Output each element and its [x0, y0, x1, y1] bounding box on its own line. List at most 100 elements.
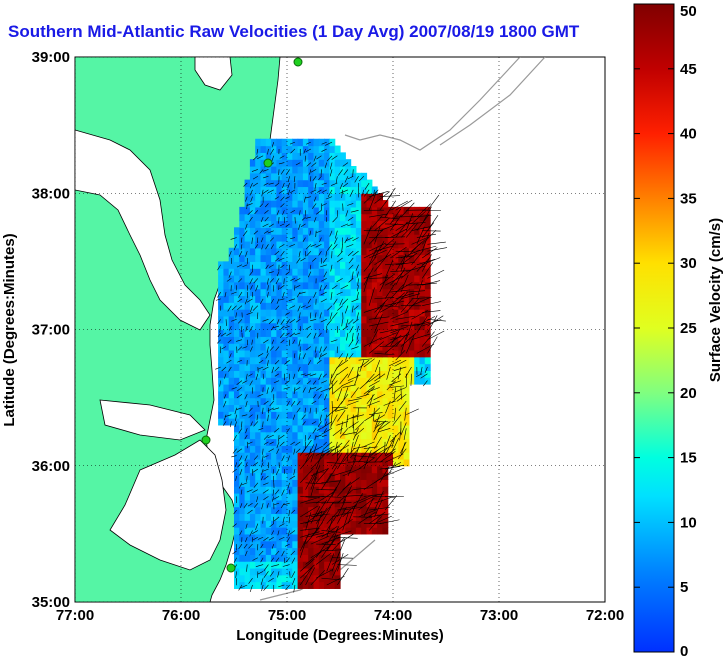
field-cell: [255, 513, 262, 521]
velocity-arrow: [330, 291, 333, 301]
field-cell: [424, 363, 431, 371]
field-cell: [276, 370, 283, 378]
field-cell: [340, 513, 346, 521]
velocity-arrow: [259, 169, 264, 174]
velocity-arrow: [323, 285, 328, 290]
field-cell: [424, 295, 431, 303]
field-cell: [313, 445, 320, 453]
velocity-arrow: [305, 445, 323, 456]
field-cell: [265, 384, 272, 392]
field-cell: [271, 200, 277, 208]
field-cell: [234, 506, 240, 515]
field-cell: [292, 206, 299, 215]
field-cell: [287, 499, 293, 508]
field-cell: [297, 206, 304, 215]
velocity-arrow: [355, 264, 359, 271]
field-cell: [334, 329, 341, 337]
field-cell: [318, 206, 325, 215]
field-cell: [234, 322, 240, 331]
velocity-arrow: [249, 182, 253, 189]
field-cell: [281, 418, 288, 426]
field-cell: [361, 472, 368, 480]
field-cell: [292, 547, 299, 555]
velocity-arrow: [235, 571, 237, 579]
colorbar-tick-label: 10: [680, 514, 697, 531]
velocity-arrow: [297, 305, 301, 312]
velocity-arrow: [302, 353, 306, 359]
field-cell: [355, 356, 362, 365]
field-cell: [249, 247, 256, 256]
chesapeake-bay: [75, 129, 211, 331]
field-cell: [334, 206, 341, 215]
field-cell: [276, 445, 283, 453]
velocity-arrow: [395, 331, 409, 347]
field-cell: [302, 193, 309, 201]
velocity-arrow: [395, 350, 406, 361]
field-cell: [387, 254, 394, 262]
velocity-arrow: [347, 203, 354, 206]
velocity-arrow: [416, 343, 435, 354]
velocity-arrow: [421, 232, 430, 252]
velocity-arrow: [309, 448, 312, 455]
field-cell: [271, 213, 277, 222]
velocity-arrow: [416, 316, 436, 327]
velocity-arrow: [353, 495, 372, 504]
velocity-arrow: [411, 297, 430, 306]
field-cell: [297, 540, 304, 549]
velocity-arrow: [288, 189, 290, 195]
velocity-arrow: [332, 428, 343, 436]
velocity-arrow: [353, 305, 359, 310]
field-cell: [377, 322, 383, 331]
velocity-arrow: [321, 421, 333, 429]
field-cell: [287, 445, 293, 453]
velocity-arrow: [267, 148, 269, 155]
velocity-arrow: [331, 479, 342, 497]
field-cell: [355, 240, 362, 249]
field-cell: [350, 472, 357, 480]
velocity-arrow: [252, 489, 258, 493]
field-cell: [345, 349, 352, 358]
velocity-arrow: [254, 244, 259, 249]
velocity-arrow: [411, 238, 426, 252]
field-cell: [329, 520, 336, 528]
field-cell: [244, 179, 251, 188]
field-cell: [239, 513, 246, 521]
field-cell: [297, 363, 304, 371]
field-cell: [308, 145, 315, 153]
field-cell: [334, 186, 341, 194]
field-cell: [334, 220, 341, 228]
field-cell: [398, 356, 405, 365]
field-cell: [281, 152, 288, 160]
field-cell: [313, 159, 320, 167]
velocity-arrow: [313, 196, 317, 202]
field-cell: [255, 445, 262, 453]
velocity-arrow: [305, 196, 311, 199]
field-cell: [334, 302, 341, 310]
colorbar-tick-label: 40: [680, 126, 697, 143]
field-cell: [249, 438, 256, 446]
field-cell: [324, 445, 330, 453]
field-cell: [414, 261, 421, 269]
field-cell: [260, 384, 267, 392]
velocity-arrow: [262, 223, 269, 228]
velocity-arrow: [271, 155, 275, 162]
field-cell: [308, 206, 315, 215]
field-cell: [350, 302, 357, 310]
field-cell: [345, 520, 352, 528]
velocity-arrow: [368, 215, 383, 231]
field-cell: [249, 315, 256, 324]
field-cell: [377, 220, 383, 228]
velocity-arrow: [341, 244, 343, 253]
field-cell: [239, 506, 246, 515]
velocity-arrow: [321, 506, 331, 524]
field-cell: [265, 275, 272, 283]
field-cell: [318, 561, 325, 569]
field-cell: [302, 349, 309, 358]
field-cell: [276, 397, 283, 406]
velocity-arrow: [368, 329, 379, 347]
velocity-arrow: [308, 387, 312, 394]
field-cell: [244, 486, 251, 494]
field-cell: [287, 527, 293, 535]
velocity-arrow: [257, 393, 264, 397]
velocity-arrow: [250, 421, 253, 427]
